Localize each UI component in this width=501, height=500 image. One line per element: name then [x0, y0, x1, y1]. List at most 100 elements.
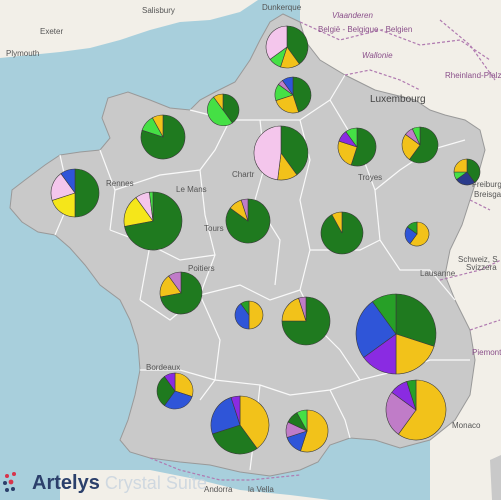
pie-slice	[156, 376, 176, 406]
pie-slice	[230, 395, 241, 426]
pie-chart[interactable]	[156, 372, 194, 410]
pie-chart[interactable]	[320, 211, 364, 255]
pie-slice	[240, 198, 249, 222]
pie-chart[interactable]	[210, 395, 270, 455]
pie-slice	[350, 127, 377, 167]
pie-slice	[466, 158, 481, 183]
pie-slice	[248, 300, 264, 330]
label-monaco: Monaco	[452, 421, 481, 430]
pie-chart[interactable]	[385, 379, 447, 441]
pie-chart[interactable]	[253, 125, 309, 181]
pie-slice	[453, 158, 468, 173]
pie-slice	[280, 125, 309, 176]
pie-chart[interactable]	[265, 25, 309, 69]
pie-slice	[331, 211, 343, 234]
pie-chart[interactable]	[159, 271, 203, 315]
label-la-vella: la Vella	[248, 485, 274, 494]
label-le-mans: Le Mans	[176, 185, 207, 194]
pie-slice	[296, 409, 308, 432]
label-dunkerque: Dunkerque	[262, 3, 302, 12]
brand-subtitle: Crystal Suite	[104, 472, 207, 493]
pie-slice	[300, 409, 329, 453]
label-vlaanderen: Vlaanderen	[332, 11, 373, 20]
label-salisbury: Salisbury	[142, 6, 175, 15]
label-chartres: Chartr	[232, 170, 255, 179]
pie-chart[interactable]	[281, 296, 331, 346]
pie-slice	[74, 168, 100, 218]
pie-chart[interactable]	[274, 76, 312, 114]
pie-slice	[372, 293, 397, 335]
label-plymouth: Plymouth	[6, 49, 39, 58]
pie-slice	[164, 390, 193, 410]
pie-slice	[337, 140, 358, 166]
label-luxembourg: Luxembourg	[370, 94, 426, 105]
pie-chart[interactable]	[401, 126, 439, 164]
pie-slice	[222, 93, 240, 124]
label-breisgau: Breisgau	[474, 190, 501, 199]
corsica	[490, 455, 501, 500]
label-rennes: Rennes	[106, 179, 134, 188]
label-rheinland: Rheinland-Pfalz	[445, 71, 501, 80]
pie-slice	[320, 211, 364, 255]
pie-slice	[168, 271, 182, 294]
pie-chart[interactable]	[285, 409, 329, 453]
label-lausanne: Lausanne	[420, 269, 456, 278]
pie-slice	[210, 397, 241, 435]
label-poitiers: Poitiers	[188, 264, 215, 273]
pie-slice	[265, 25, 288, 60]
pie-slice	[174, 372, 194, 397]
label-tours: Tours	[204, 224, 224, 233]
label-troyes: Troyes	[358, 173, 382, 182]
pie-slice	[406, 221, 418, 235]
pie-chart[interactable]	[234, 300, 264, 330]
label-svizzera: Svizzera	[466, 263, 497, 272]
pie-chart[interactable]	[453, 158, 481, 186]
spain-land	[60, 470, 330, 500]
pie-slice	[406, 379, 417, 411]
pie-slice	[60, 168, 76, 194]
label-freiburg: Freiburg	[472, 180, 501, 189]
label-andorra: Andorra	[204, 485, 233, 494]
uk-land	[0, 0, 258, 58]
pie-slice	[411, 126, 421, 146]
pie-slice	[234, 303, 250, 330]
pie-slice	[345, 127, 358, 148]
pie-slice	[151, 114, 164, 138]
pie-slice	[207, 96, 233, 127]
pie-slice	[409, 126, 439, 164]
pie-chart[interactable]	[337, 127, 377, 167]
pie-slice	[240, 300, 250, 316]
pie-slice	[282, 76, 294, 96]
pie-slice	[298, 296, 307, 322]
pie-slice	[253, 125, 282, 181]
pie-slice	[286, 25, 309, 65]
pie-slice	[395, 293, 437, 347]
pie-slice	[164, 372, 176, 392]
pie-slice	[409, 221, 430, 247]
pie-chart[interactable]	[207, 93, 240, 127]
label-piemonte: Piemonte	[472, 348, 501, 357]
pie-slice	[355, 301, 397, 358]
pie-slice	[281, 296, 331, 346]
pie-chart[interactable]	[50, 168, 100, 218]
pie-chart[interactable]	[123, 191, 183, 251]
label-bordeaux: Bordeaux	[146, 363, 180, 372]
pie-slice	[213, 93, 224, 111]
label-wallonie: Wallonie	[362, 51, 393, 60]
pie-slice	[385, 391, 417, 435]
pie-slice	[397, 379, 447, 441]
pie-chart[interactable]	[140, 114, 186, 160]
label-schweiz: Schweiz, S	[458, 255, 498, 264]
pie-slice	[292, 76, 312, 113]
pie-chart[interactable]	[355, 293, 437, 375]
pie-chart[interactable]	[404, 221, 430, 247]
pie-chart[interactable]	[225, 198, 271, 244]
pie-chart-layer	[50, 25, 481, 455]
pie-slice	[239, 395, 270, 449]
pie-slice	[395, 333, 435, 375]
artelys-logo: Artelys Crystal Suite	[2, 468, 207, 498]
label-exeter: Exeter	[40, 27, 63, 36]
region-boundaries	[54, 74, 470, 471]
pie-slice	[212, 424, 258, 455]
